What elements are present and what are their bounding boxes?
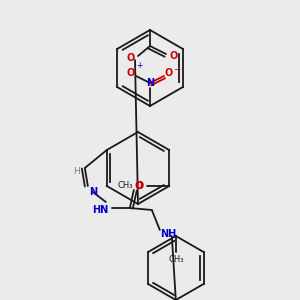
Text: H: H <box>74 167 80 176</box>
Text: HN: HN <box>92 205 108 215</box>
Text: N: N <box>146 78 154 88</box>
Text: O: O <box>170 51 178 61</box>
Text: O: O <box>127 68 135 78</box>
Text: −: − <box>173 64 181 74</box>
Text: NH: NH <box>160 229 176 239</box>
Text: O: O <box>135 181 143 191</box>
Text: CH₃: CH₃ <box>117 182 133 190</box>
Text: O: O <box>127 53 135 63</box>
Text: O: O <box>135 181 143 191</box>
Text: +: + <box>136 61 142 70</box>
Text: O: O <box>165 68 173 78</box>
Text: N: N <box>89 187 97 197</box>
Text: CH₃: CH₃ <box>168 256 184 265</box>
